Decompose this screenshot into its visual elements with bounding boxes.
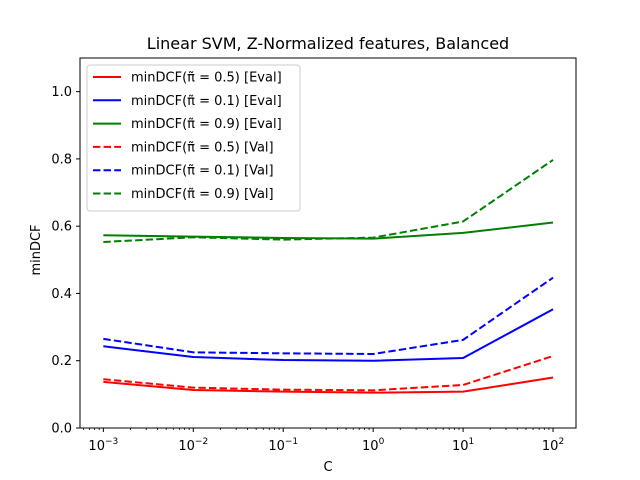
- y-tick-label: 0.6: [51, 220, 72, 235]
- series-line-4: [103, 355, 554, 392]
- ticks-layer: 10−3 10−2 10−1 100 101 102 0.0 0.2 0.4 0.6 0.8 1.0: [51, 85, 564, 454]
- x-tick-label: 102: [542, 437, 564, 454]
- y-tick-label: 1.0: [51, 85, 72, 100]
- series-line-5: [103, 276, 554, 355]
- x-tick-label: 101: [452, 437, 474, 454]
- legend-label: minDCF(π̃ = 0.1) [Eval]: [131, 94, 282, 109]
- x-axis-label: C: [323, 460, 332, 475]
- x-tick-label: 10−1: [268, 437, 298, 454]
- y-tick-label: 0.2: [51, 354, 72, 369]
- legend-label: minDCF(π̃ = 0.9) [Eval]: [131, 117, 282, 132]
- legend-label: minDCF(π̃ = 0.5) [Eval]: [131, 71, 282, 86]
- legend-box: [86, 64, 301, 212]
- chart-title: Linear SVM, Z-Normalized features, Balan…: [147, 34, 509, 53]
- y-tick-label: 0.0: [51, 422, 72, 437]
- y-tick-label: 0.4: [51, 287, 72, 302]
- x-tick-label: 100: [362, 437, 385, 454]
- legend-label: minDCF(π̃ = 0.9) [Val]: [131, 187, 274, 202]
- legend-label: minDCF(π̃ = 0.5) [Val]: [131, 140, 274, 155]
- series-line-6: [103, 159, 554, 243]
- x-tick-label: 10−2: [178, 437, 208, 454]
- series-layer: [103, 159, 554, 394]
- y-tick-label: 0.8: [51, 152, 72, 167]
- y-axis-label: minDCF: [29, 224, 44, 275]
- x-tick-label: 10−3: [88, 437, 118, 454]
- series-line-1: [103, 376, 554, 394]
- plot-area: [79, 57, 577, 429]
- series-line-2: [103, 308, 554, 362]
- legend-label: minDCF(π̃ = 0.1) [Val]: [131, 164, 274, 179]
- legend: minDCF(π̃ = 0.5) [Eval] minDCF(π̃ = 0.1) …: [86, 64, 301, 212]
